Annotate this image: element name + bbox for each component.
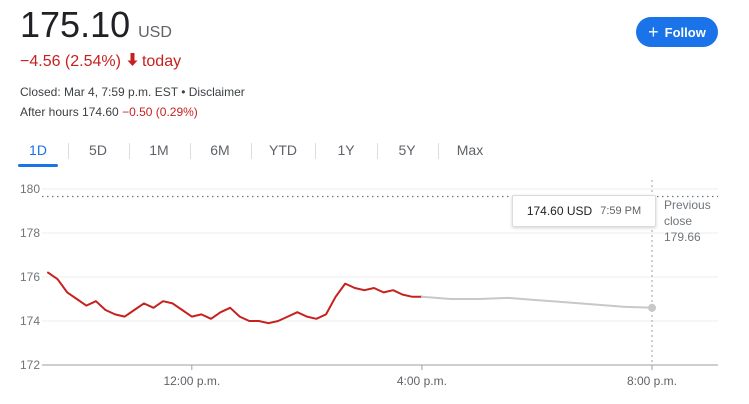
x-tick-label: 8:00 p.m. xyxy=(627,374,677,388)
separator: • xyxy=(181,85,186,99)
hover-point xyxy=(648,303,656,312)
tab-divider xyxy=(129,143,130,159)
tab-divider xyxy=(315,143,316,159)
tab-divider xyxy=(377,143,378,159)
hover-tooltip: 174.60 USD 7:59 PM xyxy=(512,195,656,227)
after-hours: After hours 174.60 −0.50 (0.29%) xyxy=(20,105,198,119)
regular-session-line xyxy=(47,271,423,325)
tab-divider xyxy=(438,143,439,159)
y-tick-label: 178 xyxy=(20,226,40,240)
after-hours-change: −0.50 (0.29%) xyxy=(122,105,198,119)
x-tick-label: 4:00 p.m. xyxy=(397,374,447,388)
x-tick-label: 12:00 p.m. xyxy=(163,374,220,388)
tooltip-time: 7:59 PM xyxy=(600,205,642,217)
previous-close-line1: Previous xyxy=(664,198,711,212)
price-change: −4.56 (2.54%) today xyxy=(20,53,181,71)
tab-max[interactable]: Max xyxy=(456,142,484,158)
y-tick-label: 176 xyxy=(20,270,40,284)
y-tick-label: 174 xyxy=(20,314,40,328)
after-hours-price: After hours 174.60 xyxy=(20,105,119,119)
tab-1d[interactable]: 1D xyxy=(18,135,58,167)
after-hours-line xyxy=(420,295,653,309)
y-tick-label: 172 xyxy=(20,358,40,372)
tab-1m[interactable]: 1M xyxy=(149,142,169,158)
range-tabs: 1D 5D 1M 6M YTD 1Y 5Y Max xyxy=(18,135,718,167)
change-period: today xyxy=(141,53,182,70)
tab-ytd[interactable]: YTD xyxy=(269,142,297,158)
tab-1y[interactable]: 1Y xyxy=(337,142,355,158)
previous-close-value: 179.66 xyxy=(664,230,701,244)
currency-label: USD xyxy=(138,24,172,41)
plus-icon: + xyxy=(648,22,659,42)
previous-close-line2: close xyxy=(664,214,693,228)
change-amount: −4.56 (2.54%) xyxy=(20,53,121,70)
current-price: 175.10 xyxy=(20,4,131,45)
follow-button[interactable]: + Follow xyxy=(636,17,718,47)
tooltip-price: 174.60 USD xyxy=(526,204,593,218)
disclaimer-link[interactable]: Disclaimer xyxy=(188,85,245,99)
tab-6m[interactable]: 6M xyxy=(210,142,230,158)
price-header: 175.10 USD xyxy=(20,4,172,46)
closed-text: Closed: Mar 4, 7:59 p.m. EST xyxy=(20,85,178,99)
tab-divider xyxy=(251,143,252,159)
tab-divider xyxy=(68,143,69,159)
previous-close-label: Previous close 179.66 xyxy=(664,197,711,245)
tab-5y[interactable]: 5Y xyxy=(398,142,416,158)
tab-divider xyxy=(190,143,191,159)
follow-label: Follow xyxy=(664,24,706,40)
tab-5d[interactable]: 5D xyxy=(89,142,107,158)
arrow-down-icon xyxy=(127,53,138,71)
y-tick-label: 180 xyxy=(20,182,40,196)
market-status: Closed: Mar 4, 7:59 p.m. EST • Disclaime… xyxy=(20,85,245,99)
